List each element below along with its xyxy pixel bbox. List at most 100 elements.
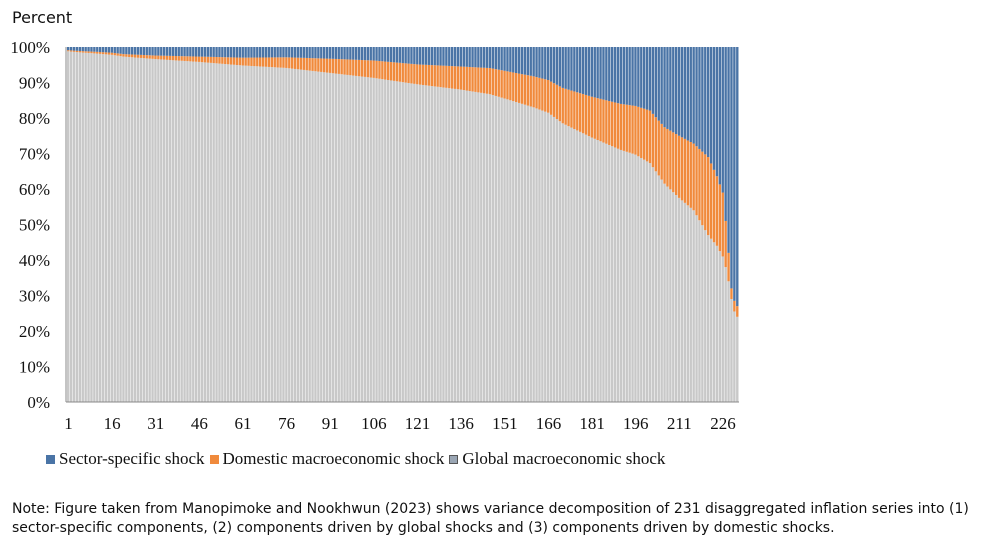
- bar-global: [640, 157, 643, 402]
- bar-sector: [439, 47, 442, 66]
- bar-domestic: [229, 57, 233, 65]
- bar-global: [442, 87, 445, 402]
- bar-domestic: [596, 98, 599, 141]
- bar-domestic: [648, 110, 652, 164]
- bar-sector: [544, 47, 547, 80]
- bar-sector: [416, 47, 419, 65]
- bar-global: [113, 55, 116, 402]
- bar-sector: [78, 47, 82, 51]
- bar-domestic: [90, 51, 93, 54]
- bar-domestic: [139, 54, 143, 58]
- bar-domestic: [532, 76, 535, 108]
- bar-domestic: [247, 57, 250, 66]
- bar-domestic: [675, 134, 678, 196]
- bar-global: [142, 58, 146, 403]
- bar-domestic: [384, 61, 387, 80]
- bar-sector: [148, 47, 151, 56]
- x-tick-label: 76: [278, 414, 295, 433]
- bar-global: [72, 51, 76, 402]
- bar-global: [483, 93, 486, 402]
- x-tick-label: 16: [104, 414, 121, 433]
- bar-domestic: [224, 57, 227, 65]
- bar-global: [404, 82, 407, 402]
- bar-domestic: [465, 66, 468, 91]
- bar-sector: [238, 47, 242, 58]
- bar-domestic: [259, 57, 262, 67]
- bar-global: [93, 53, 96, 402]
- bar-sector: [509, 47, 512, 72]
- bar-domestic: [663, 127, 666, 184]
- bar-global: [357, 76, 361, 402]
- x-tick-label: 1: [64, 414, 73, 433]
- bar-sector: [654, 47, 658, 118]
- bar-global: [416, 84, 419, 403]
- bar-domestic: [241, 57, 244, 66]
- bar-global: [724, 267, 727, 402]
- bar-global: [78, 52, 82, 402]
- bar-sector: [352, 47, 355, 60]
- bar-domestic: [529, 75, 532, 107]
- bar-global: [160, 59, 163, 402]
- bar-sector: [291, 47, 294, 58]
- bar-sector: [221, 47, 224, 58]
- bar-sector: [136, 47, 140, 55]
- bar-domestic: [192, 56, 195, 62]
- bar-sector: [503, 47, 506, 71]
- bar-global: [448, 88, 451, 403]
- bar-sector: [279, 47, 282, 58]
- bar-domestic: [387, 61, 390, 81]
- x-tick-label: 61: [235, 414, 252, 433]
- bar-sector: [84, 47, 87, 52]
- bar-global: [244, 65, 247, 402]
- bar-sector: [413, 47, 416, 65]
- bar-domestic: [276, 57, 279, 68]
- bar-sector: [637, 47, 640, 107]
- bar-domestic: [512, 72, 515, 102]
- bar-domestic: [634, 105, 637, 155]
- bar-global: [107, 54, 111, 402]
- bar-global: [355, 75, 358, 403]
- bar-global: [168, 60, 172, 403]
- bar-sector: [328, 47, 332, 59]
- bar-sector: [209, 47, 212, 57]
- bar-domestic: [148, 55, 151, 59]
- bar-sector: [605, 47, 608, 101]
- bar-sector: [485, 47, 489, 68]
- bar-domestic: [683, 138, 687, 203]
- bar-domestic: [715, 176, 719, 246]
- bar-sector: [701, 47, 704, 152]
- bar-sector: [101, 47, 105, 53]
- bar-sector: [506, 47, 509, 72]
- bar-global: [515, 102, 518, 402]
- bar-sector: [145, 47, 148, 56]
- bar-global: [692, 210, 695, 402]
- bar-sector: [189, 47, 192, 57]
- bar-sector: [378, 47, 381, 62]
- bar-sector: [462, 47, 466, 67]
- bar-global: [259, 66, 262, 402]
- bar-sector: [139, 47, 143, 55]
- bar-domestic: [619, 103, 623, 150]
- bar-global: [131, 57, 134, 402]
- bar-domestic: [427, 64, 431, 86]
- bar-domestic: [488, 68, 492, 95]
- bar-domestic: [549, 81, 553, 115]
- bar-sector: [250, 47, 253, 58]
- bar-domestic: [160, 55, 163, 60]
- bar-sector: [314, 47, 317, 59]
- bar-domestic: [689, 142, 692, 208]
- bar-sector: [331, 47, 335, 59]
- bar-domestic: [221, 57, 224, 64]
- bar-domestic: [538, 77, 541, 110]
- bar-global: [139, 57, 143, 402]
- bar-global: [186, 61, 189, 403]
- bar-sector: [218, 47, 221, 58]
- y-tick-label: 20%: [19, 322, 50, 341]
- bar-global: [611, 146, 614, 402]
- bar-domestic: [343, 59, 346, 75]
- bar-domestic: [232, 57, 236, 65]
- bar-domestic: [459, 66, 463, 90]
- bar-domestic: [552, 83, 556, 117]
- legend: Sector-specific shock Domestic macroecon…: [46, 449, 670, 469]
- bar-global: [398, 81, 402, 402]
